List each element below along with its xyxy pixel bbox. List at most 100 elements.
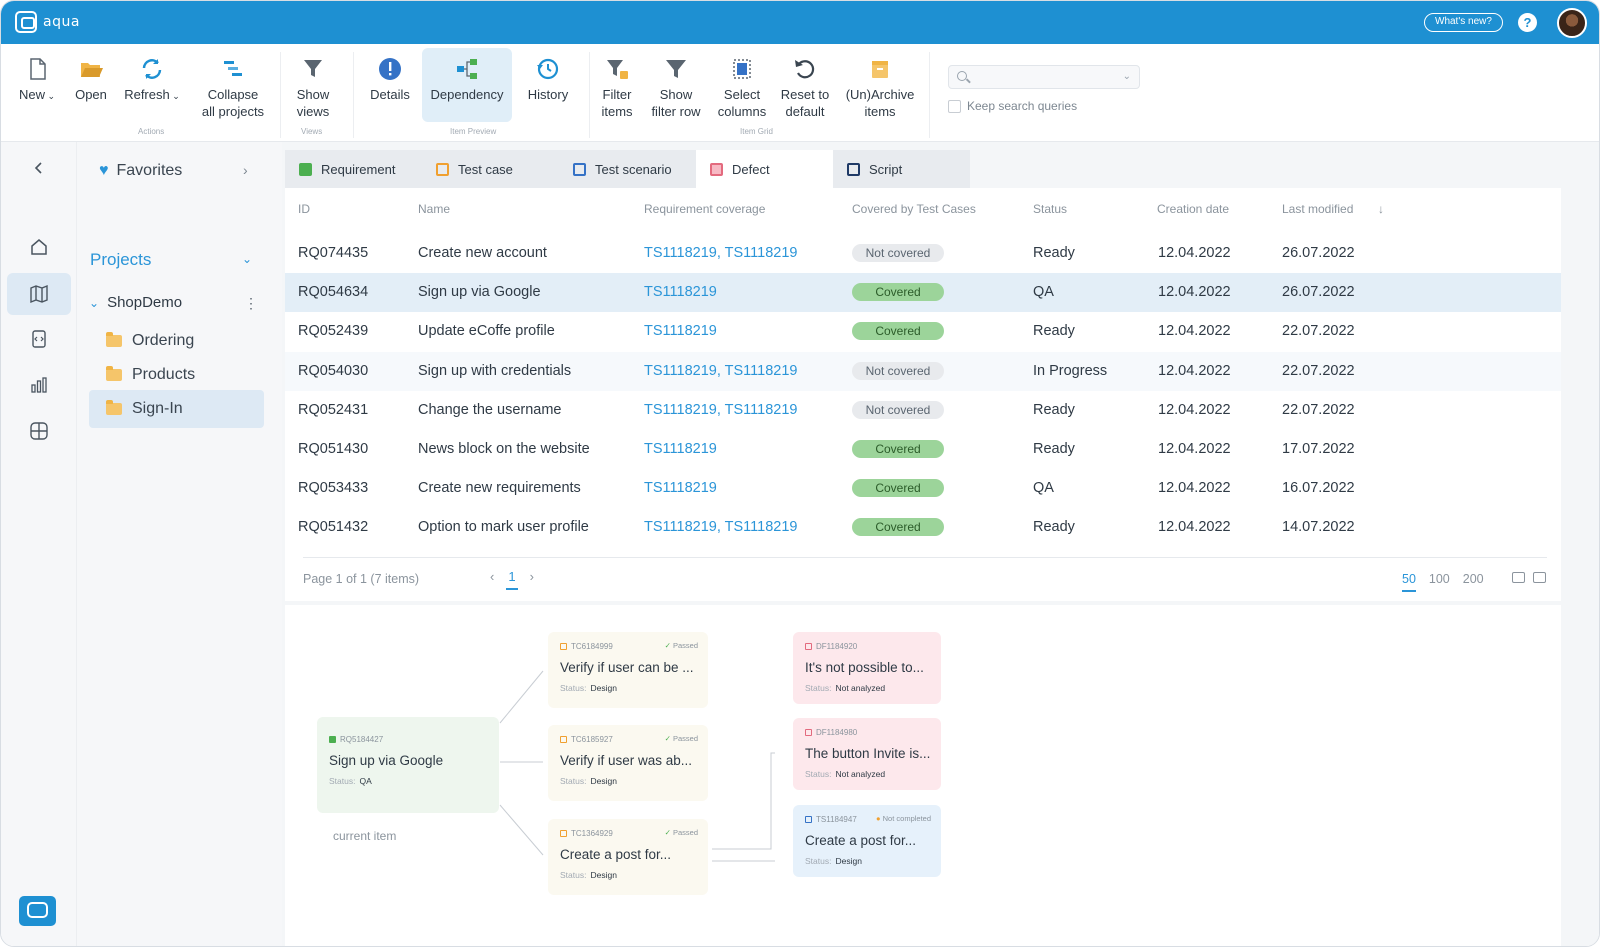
chevron-right-icon[interactable]: › (243, 162, 248, 178)
copy-icon[interactable] (1512, 572, 1525, 583)
cell-status: Ready (1033, 519, 1075, 536)
table-row[interactable]: RQ052431 Change the username TS1118219, TS… (285, 391, 1561, 430)
show-views-button[interactable]: Show views (289, 56, 337, 120)
table-row[interactable]: RQ054030 Sign up with credentials TS111821… (285, 351, 1561, 391)
collapse-sidebar-button[interactable] (7, 147, 71, 189)
rail-map[interactable] (7, 273, 71, 315)
rail-reports[interactable] (7, 364, 71, 406)
current-item-label: current item (333, 829, 397, 843)
tab-test-scenario[interactable]: Test scenario (559, 150, 696, 188)
status-key: Status: (805, 769, 832, 779)
folder-label: Ordering (132, 332, 195, 349)
chevron-down-icon: ⌄ (1122, 71, 1131, 82)
more-options-icon[interactable]: ⋮ (244, 295, 258, 311)
open-button[interactable]: Open (69, 56, 113, 103)
page-number[interactable]: 1 (506, 569, 518, 590)
whats-new-button[interactable]: What's new? (1424, 13, 1503, 32)
avatar[interactable] (1557, 8, 1587, 38)
test-case-card[interactable]: TC1364929 ✓ Passed Create a post for... Sta… (548, 819, 708, 895)
select-columns-button[interactable]: Select columns (712, 56, 772, 120)
column-header-name[interactable]: Name (418, 202, 451, 216)
defect-card[interactable]: DF1184920 It's not possible to... Status: N… (793, 632, 941, 704)
column-header-creation-date[interactable]: Creation date (1157, 202, 1230, 216)
cell-coverage[interactable]: TS1118219 (644, 441, 717, 457)
cell-created: 12.04.2022 (1158, 245, 1231, 261)
defect-card[interactable]: DF1184980 The button Invite is... Status: N… (793, 718, 941, 790)
test-case-icon (560, 643, 567, 650)
table-row[interactable]: RQ053433 Create new requirements TS1118219… (285, 469, 1561, 508)
pager-summary: Page 1 of 1 (7 items) (303, 572, 420, 586)
cell-coverage[interactable]: TS1118219 (644, 480, 717, 497)
folder-ordering[interactable]: Ordering (89, 322, 264, 360)
folder-icon (106, 332, 122, 347)
history-button[interactable]: History (521, 56, 575, 103)
sort-descending-icon[interactable]: ↓ (1378, 202, 1384, 216)
folder-icon (106, 400, 122, 415)
rail-home[interactable] (7, 226, 71, 268)
card-title: Verify if user was ab... (560, 753, 693, 768)
aqua-logo-icon[interactable] (19, 896, 56, 926)
page-size-option[interactable]: 200 (1462, 572, 1484, 586)
coverage-badge: Not covered (852, 244, 944, 262)
dependency-button[interactable]: Dependency (422, 48, 512, 122)
test-case-card[interactable]: TC6184999 ✓ Passed Verify if user can be .… (548, 632, 708, 708)
tab-defect[interactable]: Defect (696, 150, 833, 188)
table-row[interactable]: RQ051430 News block on the website TS11182… (285, 430, 1561, 469)
rail-dashboard[interactable] (7, 410, 71, 452)
table-row[interactable]: RQ052439 Update eCoffe profile TS1118219 Co… (285, 312, 1561, 351)
unarchive-items-button[interactable]: (Un)Archive items (844, 56, 916, 120)
cell-coverage[interactable]: TS1118219, TS1118219 (644, 401, 798, 418)
bar-chart-icon (31, 377, 47, 393)
refresh-button[interactable]: Refresh ⌄ (121, 56, 183, 105)
coverage-badge: Covered (852, 518, 944, 537)
projects-header[interactable]: Projects (90, 250, 152, 269)
column-header-last-modified[interactable]: Last modified (1282, 202, 1354, 216)
previous-page-icon[interactable]: ‹ (490, 569, 495, 584)
details-button[interactable]: Details (363, 56, 417, 103)
cell-coverage[interactable]: TS1118219 (644, 284, 717, 301)
dashboard-icon (30, 422, 48, 440)
column-header-id[interactable]: ID (298, 202, 310, 216)
card-id-text: RQ5184427 (340, 735, 384, 744)
cell-coverage[interactable]: TS1118219 (644, 323, 717, 340)
cell-coverage[interactable]: TS1118219, TS1118219 (644, 519, 798, 536)
new-button[interactable]: New ⌄ (15, 56, 59, 105)
reset-line1: Reset to (780, 87, 830, 102)
folder-sign-in[interactable]: Sign-In (89, 390, 264, 428)
cell-modified: 14.07.2022 (1282, 519, 1355, 536)
cell-coverage[interactable]: TS1118219, TS1118219 (644, 362, 798, 379)
cell-modified: 22.07.2022 (1282, 401, 1355, 418)
keep-search-queries-checkbox[interactable] (948, 100, 961, 113)
app-logo[interactable]: aqua (15, 11, 80, 33)
test-case-card[interactable]: TC6185927 ✓ Passed Verify if user was ab..… (548, 725, 708, 801)
table-row[interactable]: RQ054634 Sign up via Google TS1118219 Cover… (285, 273, 1561, 313)
script-card[interactable]: TS1184947 ● Not completed Create a post … (793, 805, 941, 877)
show-filter-row-button[interactable]: Show filter row (645, 56, 707, 120)
column-header-coverage[interactable]: Requirement coverage (644, 202, 766, 216)
tab-test-case[interactable]: Test case (422, 150, 559, 188)
favorites-item[interactable]: ♥ Favorites (99, 162, 182, 180)
reset-to-default-button[interactable]: Reset to default (777, 56, 833, 120)
tab-requirement[interactable]: Requirement (285, 150, 422, 188)
current-item-card[interactable]: RQ5184427 Sign up via Google Status: QA (317, 717, 499, 813)
archive-box-icon[interactable] (1533, 572, 1546, 583)
folder-products[interactable]: Products (89, 356, 264, 394)
project-shopdemo[interactable]: ⌄ ShopDemo (89, 294, 182, 311)
table-row[interactable]: RQ051432 Option to mark user profile TS111… (285, 508, 1561, 547)
tab-script[interactable]: Script (833, 150, 970, 188)
ribbon-toolbar: New ⌄ Open Refresh ⌄ Collapse all projec… (1, 44, 1599, 142)
collapse-all-projects-button[interactable]: Collapse all projects (197, 56, 269, 120)
chevron-down-icon[interactable]: ⌄ (242, 252, 253, 266)
next-page-icon[interactable]: › (529, 569, 534, 584)
page-size-option[interactable]: 100 (1428, 572, 1450, 586)
search-input[interactable]: ⌄ (948, 65, 1140, 89)
cell-coverage[interactable]: TS1118219, TS1118219 (644, 245, 798, 261)
filter-items-button[interactable]: Filter items (593, 56, 641, 120)
rail-scripts[interactable] (7, 318, 71, 360)
help-icon[interactable]: ? (1518, 13, 1537, 32)
column-header-covered[interactable]: Covered by Test Cases (852, 202, 976, 216)
coverage-badge: Covered (852, 283, 944, 302)
page-size-option[interactable]: 50 (1402, 572, 1416, 592)
column-header-status[interactable]: Status (1033, 202, 1068, 216)
table-row[interactable]: RQ074435 Create new account TS1118219, TS1… (285, 234, 1561, 273)
